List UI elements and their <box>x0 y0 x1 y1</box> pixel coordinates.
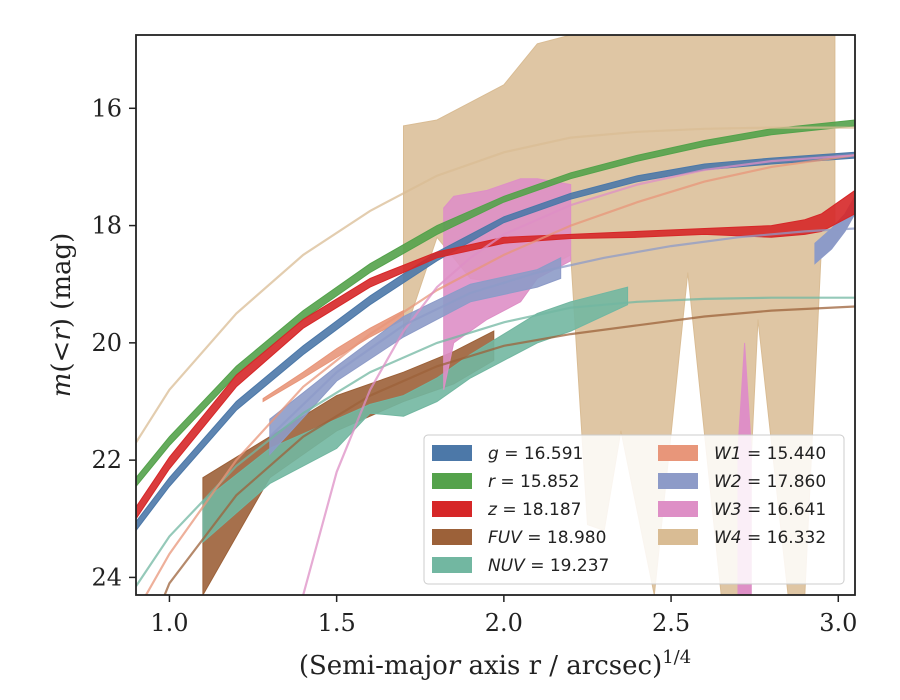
legend-swatch-w3 <box>658 501 698 517</box>
x-axis-ticks: 1.0 1.5 2.0 2.5 3.0 <box>150 595 857 637</box>
x-tick-label: 1.5 <box>318 609 356 637</box>
y-tick-label: 20 <box>91 329 122 357</box>
legend-swatch-nuv <box>432 557 472 573</box>
legend-label-w1: W1 = 15.440 <box>714 444 826 464</box>
x-tick-label: 2.0 <box>485 609 523 637</box>
x-axis-title: (Semi-major axis r / arcsec)1/4 <box>299 647 691 681</box>
legend-label-z: z = 18.187 <box>487 500 581 520</box>
legend-label-w4: W4 = 16.332 <box>714 528 826 548</box>
x-tick-label: 3.0 <box>819 609 857 637</box>
curve-w1 <box>144 154 855 595</box>
curve-nuv <box>136 296 855 587</box>
legend-swatch-fuv <box>432 529 472 545</box>
curve-fuv <box>163 305 855 595</box>
legend-box <box>423 434 845 585</box>
curve-w2 <box>269 227 855 438</box>
y-axis-ticks: 16 18 20 22 24 <box>91 94 136 591</box>
legend-swatch-w4 <box>658 529 698 545</box>
plot-frame <box>135 34 856 596</box>
legend-label-w2: W2 = 17.860 <box>714 472 826 492</box>
legend-label-g: g = 16.591 <box>488 444 583 464</box>
legend-label-r: r = 15.852 <box>488 472 580 492</box>
x-tick-label: 1.0 <box>150 609 188 637</box>
band-g <box>136 151 855 532</box>
y-tick-label: 24 <box>91 563 122 591</box>
legend-swatch-w1 <box>658 445 698 461</box>
legend-swatch-w2 <box>658 473 698 489</box>
curve-w3 <box>302 154 855 595</box>
band-w2 <box>269 256 562 456</box>
y-tick-label: 18 <box>91 212 122 240</box>
legend-swatch-r <box>432 473 472 489</box>
legend-label-nuv: NUV = 19.237 <box>488 556 609 576</box>
legend-swatch-z <box>432 501 472 517</box>
legend-label-fuv: FUV = 18.980 <box>488 528 606 548</box>
x-tick-label: 2.5 <box>652 609 690 637</box>
legend-label-w3: W3 = 16.641 <box>714 500 826 520</box>
y-tick-label: 22 <box>91 446 122 474</box>
y-axis-title: m(<r) (mag) <box>47 233 77 398</box>
series-curves <box>136 126 855 595</box>
band-nuv <box>202 286 629 544</box>
y-tick-label: 16 <box>91 94 122 122</box>
curve-w4 <box>136 126 855 444</box>
legend-swatch-g <box>432 445 472 461</box>
band-z <box>136 189 855 520</box>
legend: g = 16.591 r = 15.852 z = 18.187 FUV = 18.9… <box>423 434 845 585</box>
